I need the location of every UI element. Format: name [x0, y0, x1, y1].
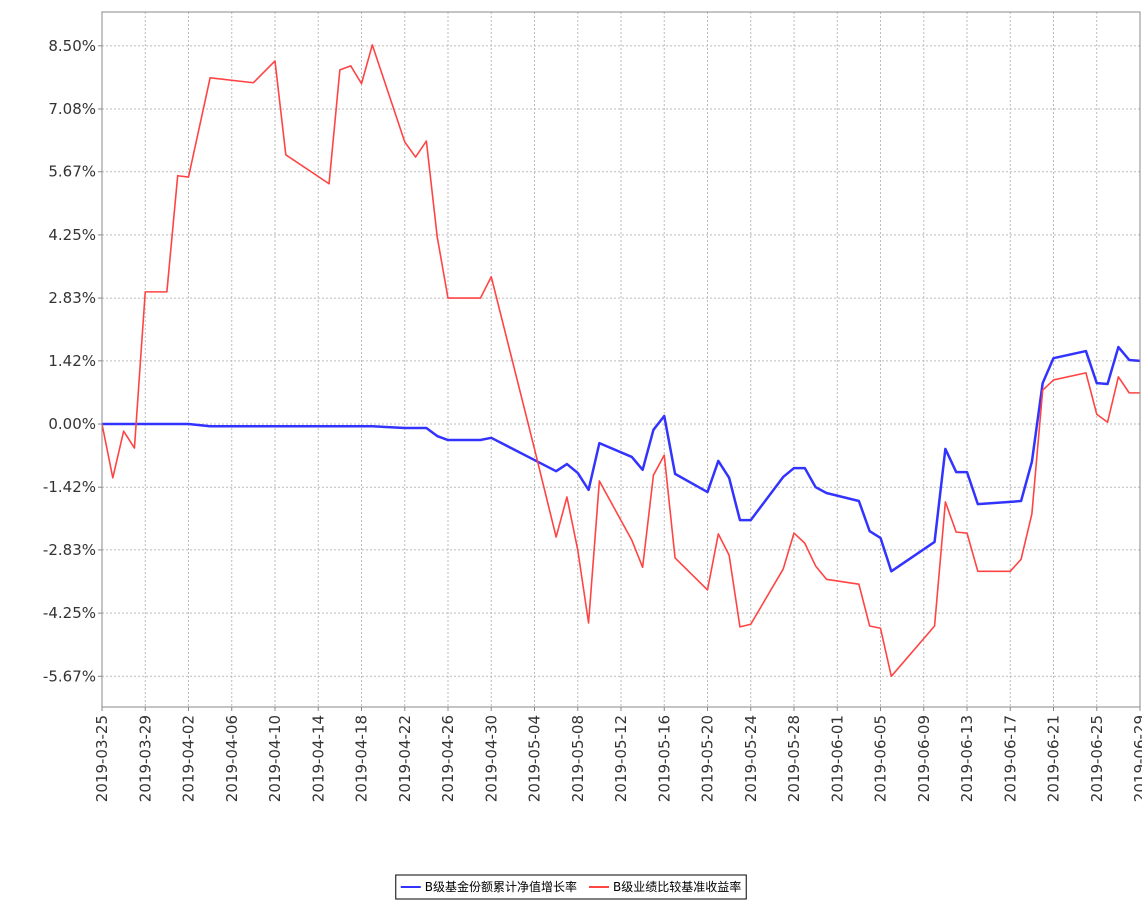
y-tick-label: 4.25% — [48, 226, 96, 244]
y-tick-label: -2.83% — [43, 541, 96, 559]
legend-label: B级业绩比较基准收益率 — [613, 879, 741, 894]
y-tick-label: 1.42% — [48, 352, 96, 370]
x-tick-label: 2019-03-29 — [136, 715, 154, 802]
x-tick-label: 2019-04-02 — [180, 715, 198, 802]
x-tick-label: 2019-06-29 — [1131, 715, 1142, 802]
legend-box — [395, 874, 747, 900]
x-tick-label: 2019-04-18 — [353, 715, 371, 802]
legend-label: B级基金份额累计净值增长率 — [425, 879, 577, 894]
x-tick-label: 2019-06-21 — [1045, 715, 1063, 802]
series-line — [101, 44, 1140, 678]
x-tick-label: 2019-05-24 — [742, 715, 760, 802]
x-tick-label: 2019-05-04 — [526, 715, 544, 802]
x-tick-label: 2019-04-30 — [482, 715, 500, 802]
x-tick-label: 2019-05-20 — [699, 715, 717, 802]
x-tick-label: 2019-04-10 — [266, 715, 284, 802]
plot-area — [101, 11, 1141, 708]
x-tick-label: 2019-06-09 — [915, 715, 933, 802]
series-line — [102, 345, 1141, 573]
legend-item: B级基金份额累计净值增长率 — [400, 879, 577, 894]
plot-border — [101, 11, 1141, 708]
x-tick-label: 2019-04-26 — [439, 715, 457, 802]
x-tick-label: 2019-06-01 — [828, 715, 846, 802]
x-tick-label: 2019-05-28 — [785, 715, 803, 802]
y-tick-label: -1.42% — [43, 478, 96, 496]
legend: B级基金份额累计净值增长率 B级业绩比较基准收益率 — [395, 874, 747, 900]
x-tick-label: 2019-05-12 — [612, 715, 630, 802]
y-tick-label: 8.50% — [48, 37, 96, 55]
x-tick-label: 2019-03-25 — [93, 715, 111, 802]
y-tick-label: -4.25% — [43, 604, 96, 622]
y-tick-label: 7.08% — [48, 100, 96, 118]
x-tick-label: 2019-05-16 — [655, 715, 673, 802]
x-tick-label: 2019-06-17 — [1001, 715, 1019, 802]
y-tick-label: 5.67% — [48, 163, 96, 181]
y-tick-label: -5.67% — [43, 667, 96, 685]
x-tick-label: 2019-04-14 — [309, 715, 327, 802]
y-tick-label: 0.00% — [48, 415, 96, 433]
y-tick-label: 2.83% — [48, 289, 96, 307]
x-tick-label: 2019-06-13 — [958, 715, 976, 802]
x-tick-label: 2019-06-05 — [872, 715, 890, 802]
x-tick-label: 2019-06-25 — [1088, 715, 1106, 802]
x-tick-label: 2019-04-22 — [396, 715, 414, 802]
legend-item: B级业绩比较基准收益率 — [589, 879, 741, 894]
x-tick-label: 2019-04-06 — [223, 715, 241, 802]
x-tick-label: 2019-05-08 — [569, 715, 587, 802]
